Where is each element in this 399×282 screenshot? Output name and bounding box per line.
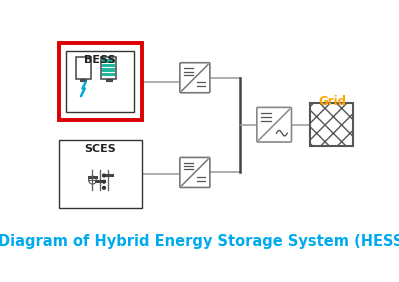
Bar xyxy=(66,51,134,113)
Bar xyxy=(59,43,142,120)
Text: SCES: SCES xyxy=(84,144,116,154)
FancyBboxPatch shape xyxy=(257,107,292,142)
Bar xyxy=(103,73,115,76)
Bar xyxy=(310,103,354,146)
FancyBboxPatch shape xyxy=(180,63,210,93)
Bar xyxy=(101,57,117,78)
Text: Diagram of Hybrid Energy Storage System (HESS): Diagram of Hybrid Energy Storage System … xyxy=(0,234,399,249)
Text: Grid: Grid xyxy=(318,95,346,108)
Text: BESS: BESS xyxy=(85,55,116,65)
Circle shape xyxy=(89,176,96,184)
Bar xyxy=(103,64,115,67)
Circle shape xyxy=(103,180,105,183)
Bar xyxy=(59,140,142,208)
Bar xyxy=(80,78,86,81)
Bar xyxy=(106,78,112,81)
Bar xyxy=(75,57,91,78)
FancyBboxPatch shape xyxy=(180,157,210,188)
Bar xyxy=(103,59,115,63)
Circle shape xyxy=(103,186,105,189)
Circle shape xyxy=(103,174,105,177)
Bar xyxy=(103,68,115,72)
